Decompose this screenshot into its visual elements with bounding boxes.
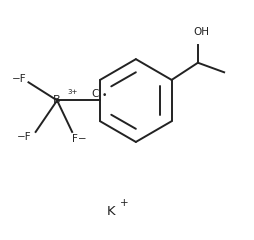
Text: K: K (106, 205, 115, 218)
Text: F−: F− (72, 134, 86, 144)
Text: +: + (119, 198, 128, 208)
Text: •: • (101, 91, 106, 100)
Text: C: C (91, 89, 99, 99)
Text: 3+: 3+ (67, 89, 77, 95)
Text: OH: OH (193, 27, 209, 37)
Text: −F: −F (16, 132, 31, 142)
Text: B: B (53, 96, 61, 105)
Text: −F: −F (12, 74, 27, 84)
